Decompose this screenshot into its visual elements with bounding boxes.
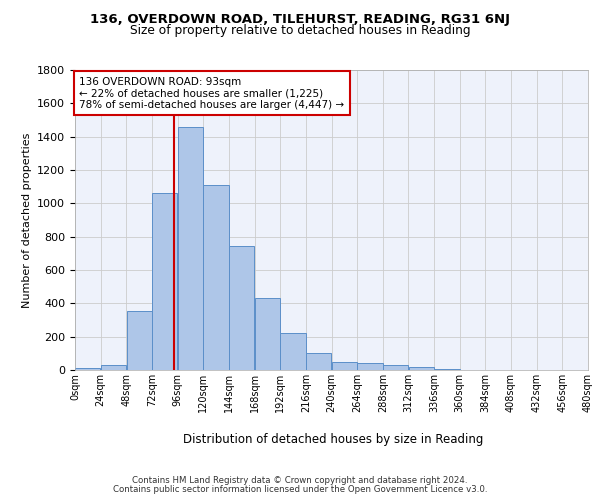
Bar <box>434 368 460 370</box>
Text: Contains HM Land Registry data © Crown copyright and database right 2024.: Contains HM Land Registry data © Crown c… <box>132 476 468 485</box>
Bar <box>229 246 254 370</box>
Bar <box>280 334 305 370</box>
Bar <box>255 298 280 370</box>
Text: Size of property relative to detached houses in Reading: Size of property relative to detached ho… <box>130 24 470 37</box>
Bar <box>101 365 126 370</box>
Text: 136, OVERDOWN ROAD, TILEHURST, READING, RG31 6NJ: 136, OVERDOWN ROAD, TILEHURST, READING, … <box>90 12 510 26</box>
Bar <box>203 185 229 370</box>
Bar <box>358 364 383 370</box>
Bar <box>409 367 434 370</box>
Y-axis label: Number of detached properties: Number of detached properties <box>22 132 32 308</box>
Bar <box>178 126 203 370</box>
Bar <box>152 194 178 370</box>
Bar <box>383 366 408 370</box>
Bar <box>127 311 152 370</box>
Bar <box>332 362 357 370</box>
Bar <box>306 352 331 370</box>
Bar <box>75 368 100 370</box>
Text: Contains public sector information licensed under the Open Government Licence v3: Contains public sector information licen… <box>113 485 487 494</box>
Text: Distribution of detached houses by size in Reading: Distribution of detached houses by size … <box>183 432 483 446</box>
Text: 136 OVERDOWN ROAD: 93sqm
← 22% of detached houses are smaller (1,225)
78% of sem: 136 OVERDOWN ROAD: 93sqm ← 22% of detach… <box>79 76 344 110</box>
